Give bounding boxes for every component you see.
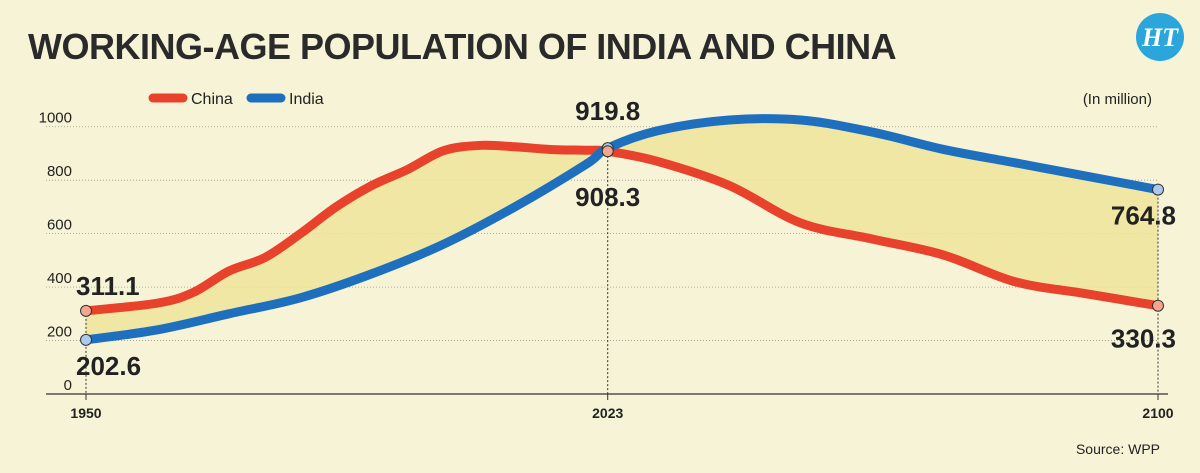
callout-india-1950: 202.6 [76,351,141,381]
gap-fill [86,118,1158,340]
y-tick-0: 0 [64,377,72,394]
source-note: Source: WPP [1076,441,1160,457]
chart-title: WORKING-AGE POPULATION OF INDIA AND CHIN… [28,26,897,67]
line-china [81,140,1163,316]
y-tick-600: 600 [47,217,72,234]
callout-china-2100: 330.3 [1111,324,1176,354]
legend: China India [148,91,324,108]
y-axis: 0 200 400 600 800 1000 [39,110,72,394]
ht-logo-text: HT [1141,23,1179,52]
marker-china-1950 [80,304,92,317]
y-tick-400: 400 [47,270,72,287]
guide-lines [85,148,1159,394]
unit-label: (In million) [1083,91,1152,108]
x-tick-1950: 1950 [70,405,101,421]
marker-india-1950 [80,333,92,346]
y-tick-1000: 1000 [39,110,72,127]
x-tick-2023: 2023 [592,405,623,421]
callout-china-1950: 311.1 [76,271,140,301]
gap-fill-area [86,118,1158,340]
y-tick-200: 200 [47,324,72,341]
callout-china-2023: 908.3 [575,182,640,212]
callout-india-2100: 764.8 [1111,201,1176,231]
x-tick-2100: 2100 [1142,405,1173,421]
ht-logo-badge [1136,13,1184,61]
series-markers [80,142,1164,346]
callout-india-2023: 919.8 [575,96,640,126]
marker-china-2100 [1152,299,1164,312]
legend-label-india: India [289,91,324,108]
ht-logo: HT [1136,13,1184,61]
legend-label-china: China [191,91,233,108]
marker-india-2100 [1152,183,1164,196]
callouts: 311.1 202.6 919.8 908.3 764.8 330.3 [76,96,1176,381]
x-axis: 1950 2023 2100 [46,393,1174,421]
marker-china-2023 [601,145,614,158]
y-tick-800: 800 [47,163,72,180]
